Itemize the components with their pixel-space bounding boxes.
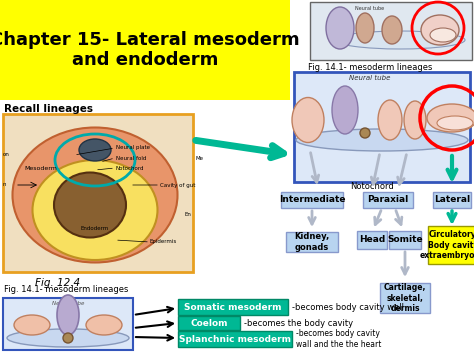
Text: Chapter 15- Lateral mesoderm
and endoderm: Chapter 15- Lateral mesoderm and endoder…: [0, 31, 300, 69]
Bar: [286, 232, 338, 252]
Bar: [380, 283, 430, 313]
Bar: [178, 316, 240, 330]
Ellipse shape: [356, 13, 374, 43]
Text: Notochord: Notochord: [116, 165, 145, 170]
Text: Somatic mesoderm: Somatic mesoderm: [184, 302, 282, 311]
Ellipse shape: [12, 127, 177, 262]
Ellipse shape: [14, 315, 50, 335]
Text: Cavity of gut: Cavity of gut: [160, 182, 195, 187]
Text: Splanchnic mesoderm: Splanchnic mesoderm: [179, 334, 291, 344]
Bar: [3, 298, 133, 350]
Ellipse shape: [292, 98, 324, 142]
Text: -becomes body cavity
wall and the the heart: -becomes body cavity wall and the the he…: [296, 329, 382, 349]
Text: Somite: Somite: [387, 235, 423, 245]
Text: Lateral: Lateral: [434, 196, 470, 204]
Text: Me: Me: [196, 155, 204, 160]
Text: Circulatory,
Body cavity,
extraembryonic: Circulatory, Body cavity, extraembryonic: [420, 230, 474, 260]
Text: Neural tube: Neural tube: [356, 6, 384, 11]
Bar: [178, 331, 292, 347]
Text: Notochord: Notochord: [350, 182, 394, 191]
Text: on: on: [3, 153, 10, 158]
Ellipse shape: [427, 104, 474, 132]
Bar: [294, 72, 470, 182]
Text: Neural tube: Neural tube: [52, 301, 84, 306]
Ellipse shape: [437, 116, 473, 130]
Text: Intermediate: Intermediate: [279, 196, 345, 204]
Text: Fig. 14.1- mesoderm lineages: Fig. 14.1- mesoderm lineages: [4, 285, 128, 294]
Ellipse shape: [7, 329, 129, 347]
Ellipse shape: [79, 139, 111, 161]
Text: Kidney,
gonads: Kidney, gonads: [294, 232, 329, 252]
Ellipse shape: [57, 295, 79, 335]
Bar: [433, 192, 471, 208]
Ellipse shape: [404, 101, 426, 139]
Bar: [281, 192, 343, 208]
Text: Endoderm: Endoderm: [81, 225, 109, 230]
Ellipse shape: [360, 128, 370, 138]
Ellipse shape: [378, 100, 402, 140]
Circle shape: [63, 333, 73, 343]
Ellipse shape: [296, 129, 468, 151]
Bar: [357, 231, 387, 249]
Text: Cartilage,
skeletal,
dermis: Cartilage, skeletal, dermis: [384, 283, 426, 313]
Ellipse shape: [430, 28, 456, 42]
Ellipse shape: [86, 315, 122, 335]
Ellipse shape: [335, 31, 465, 49]
Text: n: n: [3, 182, 7, 187]
Text: Paraxial: Paraxial: [367, 196, 409, 204]
Bar: [363, 192, 413, 208]
Text: Fig. 14.1- mesoderm lineages: Fig. 14.1- mesoderm lineages: [308, 63, 432, 72]
Bar: [178, 299, 288, 315]
Bar: [3, 114, 193, 272]
Text: En: En: [185, 213, 192, 218]
Text: Coelom: Coelom: [190, 318, 228, 328]
Ellipse shape: [33, 160, 157, 260]
Bar: [310, 2, 472, 60]
Ellipse shape: [332, 86, 358, 134]
Text: -becomes the body cavity: -becomes the body cavity: [244, 318, 353, 328]
Text: Neural fold: Neural fold: [116, 155, 146, 160]
Ellipse shape: [421, 15, 459, 45]
Text: Neural tube: Neural tube: [349, 75, 391, 81]
Text: -becomes body cavity wall: -becomes body cavity wall: [292, 302, 404, 311]
Ellipse shape: [54, 173, 126, 237]
Text: Recall lineages: Recall lineages: [4, 104, 93, 114]
Bar: [428, 226, 474, 264]
Text: Mesoderm: Mesoderm: [24, 165, 57, 170]
Ellipse shape: [326, 7, 354, 49]
Text: Head: Head: [359, 235, 385, 245]
Bar: [0, 0, 290, 100]
Text: Neural plate: Neural plate: [116, 146, 150, 151]
Bar: [389, 231, 421, 249]
Ellipse shape: [382, 16, 402, 44]
Text: Epidermis: Epidermis: [150, 240, 177, 245]
Text: Fig. 12.4: Fig. 12.4: [35, 278, 80, 288]
